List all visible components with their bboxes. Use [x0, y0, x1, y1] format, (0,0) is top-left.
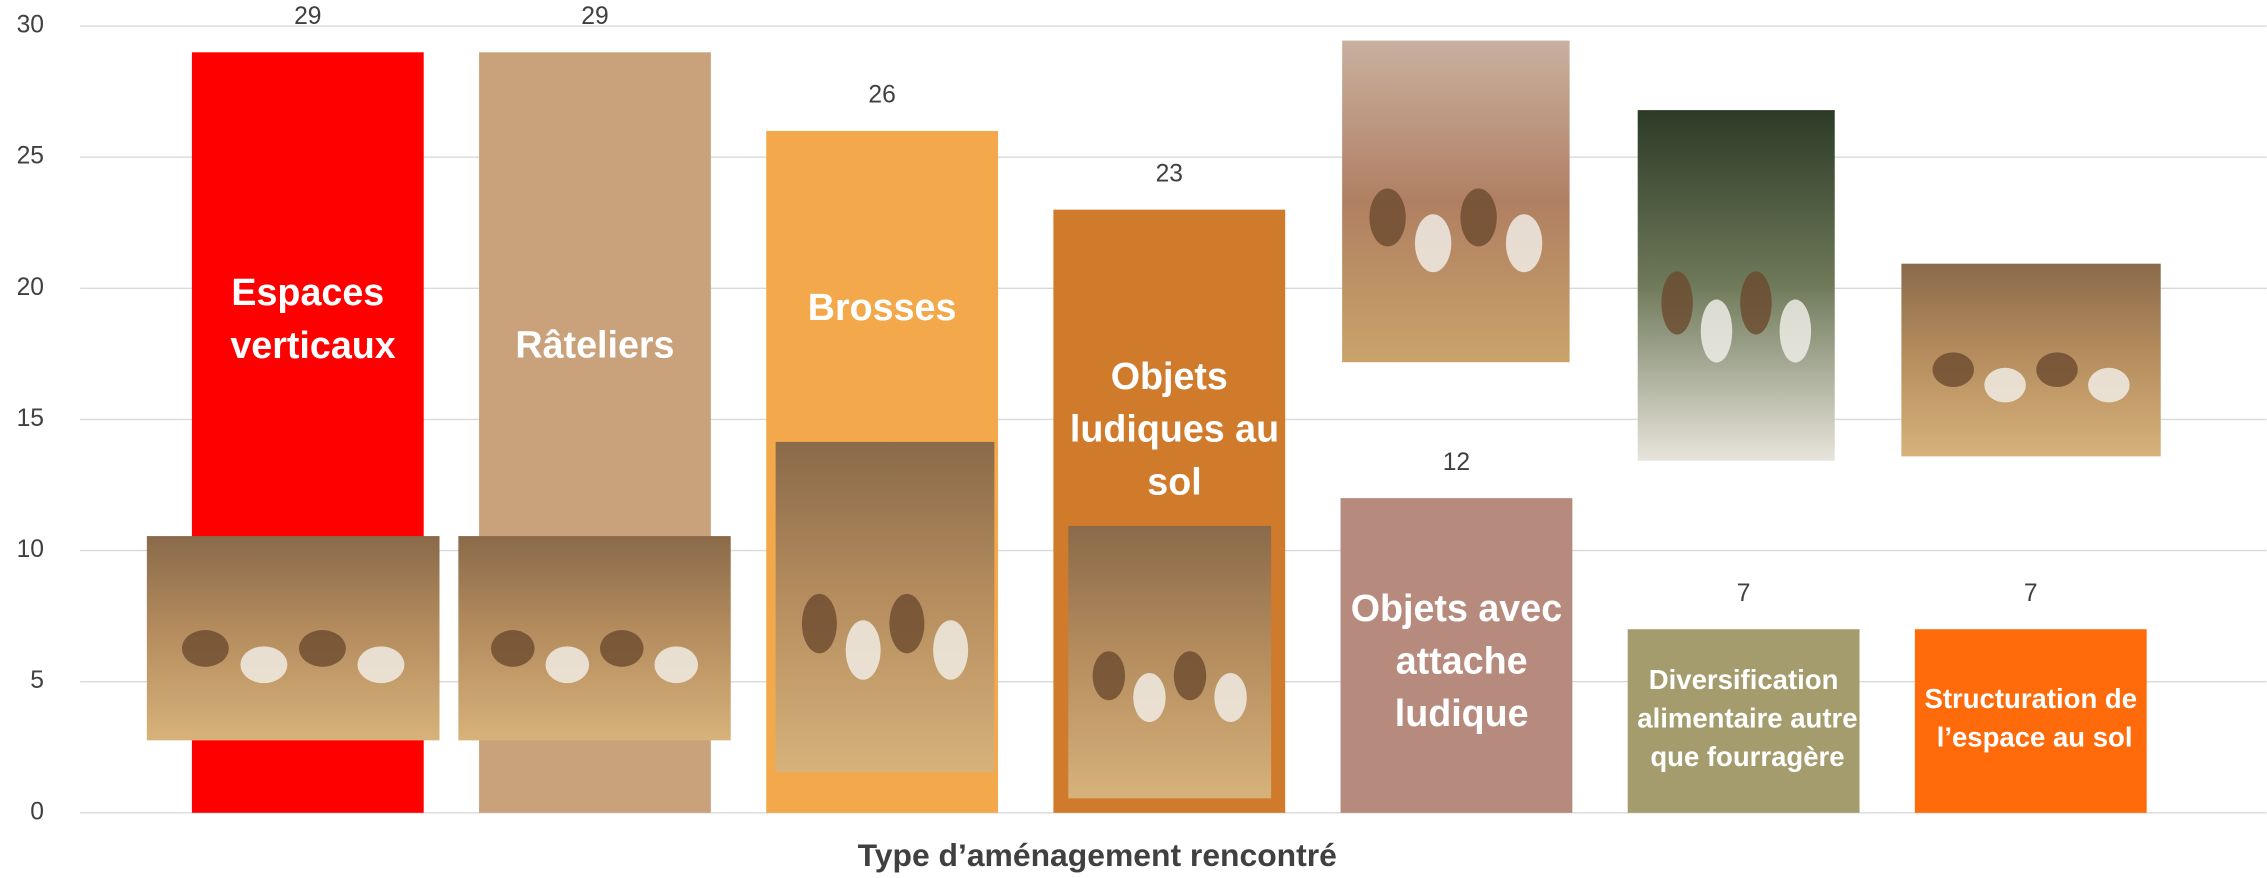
- photo-detail: [240, 646, 287, 683]
- photo-detail: [933, 620, 968, 679]
- photo-detail: [600, 630, 644, 667]
- photo-detail: [1780, 299, 1812, 362]
- bar-label: Brosses: [808, 286, 957, 328]
- photo-detail: [1701, 299, 1733, 362]
- photo: [776, 442, 995, 772]
- photo-detail: [1984, 368, 2025, 403]
- value-label: 12: [1443, 449, 1470, 476]
- y-tick-label: 10: [17, 536, 44, 563]
- y-tick-label: 20: [17, 274, 44, 301]
- photo-detail: [1460, 189, 1496, 247]
- value-label: 23: [1156, 160, 1183, 187]
- photo-detail: [1415, 214, 1451, 272]
- x-axis-title: Type d’aménagement rencontré: [858, 837, 1337, 873]
- y-tick-label: 5: [30, 667, 44, 694]
- bar-label: Diversification alimentaire autre que fo…: [1630, 664, 1858, 772]
- photo-detail: [1740, 271, 1772, 334]
- photo-detail: [491, 630, 535, 667]
- photo: [1638, 110, 1835, 461]
- photo: [147, 536, 440, 740]
- photo-detail: [802, 594, 837, 653]
- photo-detail: [299, 630, 346, 667]
- value-label: 7: [1737, 580, 1751, 607]
- photo: [458, 536, 730, 740]
- photo-detail: [1661, 271, 1693, 334]
- photo: [1901, 264, 2160, 457]
- photo-detail: [182, 630, 229, 667]
- photo-detail: [1506, 214, 1542, 272]
- photo-detail: [1093, 651, 1125, 700]
- y-tick-label: 25: [17, 143, 44, 170]
- photo-detail: [1369, 189, 1405, 247]
- photo: [1068, 526, 1271, 798]
- value-label: 29: [581, 3, 608, 30]
- photo-detail: [1174, 651, 1206, 700]
- chart: Type d’aménagement rencontré 0 5 10 15 20 25 3…: [0, 0, 2267, 878]
- value-label: 26: [868, 82, 895, 109]
- photo-detail: [2088, 368, 2129, 403]
- photo-detail: [1933, 352, 1974, 387]
- photo-detail: [654, 646, 698, 683]
- photo-detail: [889, 594, 924, 653]
- photo-detail: [546, 646, 590, 683]
- photo-detail: [1214, 673, 1246, 722]
- y-tick-label: 15: [17, 405, 44, 432]
- photo-detail: [846, 620, 881, 679]
- value-label: 29: [294, 3, 321, 30]
- value-label: 7: [2024, 580, 2038, 607]
- photo-detail: [358, 646, 405, 683]
- photo: [1342, 41, 1569, 363]
- photo-detail: [1133, 673, 1165, 722]
- y-tick-label: 30: [17, 12, 44, 39]
- bar-label: Râteliers: [515, 324, 674, 366]
- photo-detail: [2036, 352, 2077, 387]
- y-tick-label: 0: [30, 798, 44, 825]
